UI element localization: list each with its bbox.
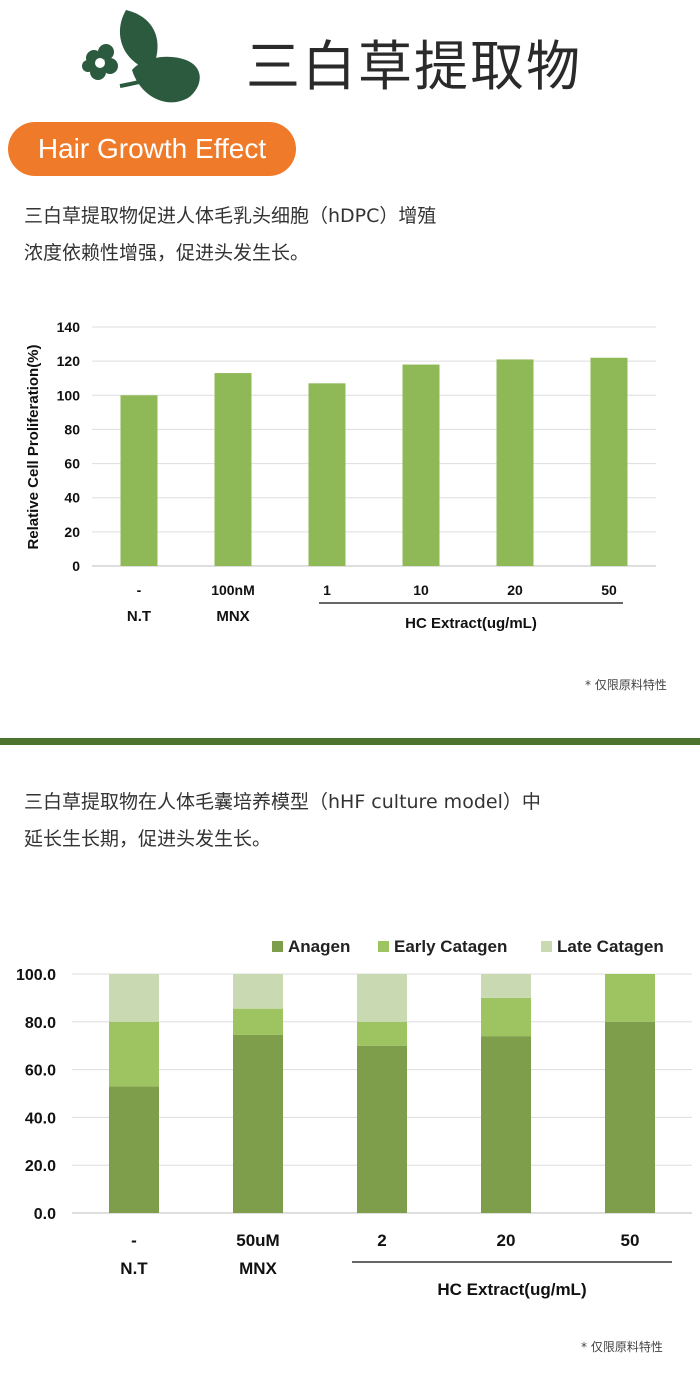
- bar-segment: [109, 1021, 159, 1087]
- legend-label: Late Catagen: [557, 937, 664, 956]
- legend-label: Anagen: [288, 937, 350, 956]
- section-divider: [0, 738, 700, 745]
- x-tick-label: 50: [601, 582, 617, 598]
- bar-segment: [233, 1034, 283, 1213]
- y-tick-label: 40: [64, 490, 80, 506]
- section1-description: 三白草提取物促进人体毛乳头细胞（hDPC）增殖 浓度依赖性增强，促进头发生长。: [24, 198, 436, 272]
- hair-growth-badge: Hair Growth Effect: [8, 122, 296, 176]
- bar-segment: [357, 974, 407, 1022]
- bar: [590, 357, 628, 566]
- group-label: HC Extract(ug/mL): [437, 1280, 586, 1299]
- bar: [308, 383, 346, 566]
- desc-line: 延长生长期，促进头发生长。: [24, 828, 272, 850]
- y-tick-label: 80: [64, 421, 80, 437]
- legend-swatch: [272, 941, 283, 952]
- y-tick-label: 0.0: [34, 1206, 56, 1223]
- desc-line: 三白草提取物在人体毛囊培养模型（hHF culture model）中: [24, 791, 541, 813]
- legend-swatch: [378, 941, 389, 952]
- x-tick-label: 10: [413, 582, 429, 598]
- bar-segment: [357, 1021, 407, 1046]
- y-tick-label: 20.0: [25, 1158, 56, 1175]
- legend-label: Early Catagen: [394, 937, 507, 956]
- bar-segment: [109, 974, 159, 1022]
- group-label: MNX: [216, 608, 249, 625]
- bar-segment: [481, 974, 531, 998]
- group-label: N.T: [120, 1259, 148, 1278]
- disclaimer-note: * 仅限原料特性: [581, 1340, 663, 1354]
- y-tick-label: 60.0: [25, 1063, 56, 1080]
- x-tick-label: -: [131, 1231, 137, 1250]
- bar-segment: [233, 1008, 283, 1035]
- group-label: HC Extract(ug/mL): [405, 615, 537, 632]
- x-tick-label: 2: [377, 1231, 386, 1250]
- leaf-flower-logo-icon: [80, 8, 210, 112]
- x-tick-label: 20: [497, 1231, 516, 1250]
- y-tick-label: 60: [64, 456, 80, 472]
- y-tick-label: 20: [64, 524, 80, 540]
- bar: [214, 373, 252, 566]
- bar-segment: [605, 974, 655, 1022]
- y-tick-label: 100.0: [16, 967, 56, 984]
- cell-proliferation-chart: 0 20 40 60 80 100 120 140 - 100nM 1 10 20 50 N.T MNX H…: [25, 319, 656, 632]
- bar-segment: [605, 1021, 655, 1213]
- x-tick-label: 50: [621, 1231, 640, 1250]
- bar-segment: [233, 974, 283, 1009]
- y-tick-label: 140: [57, 319, 81, 335]
- y-tick-label: 120: [57, 353, 81, 369]
- page-title: 三白草提取物: [246, 35, 582, 98]
- y-tick-label: 40.0: [25, 1110, 56, 1127]
- bar-segment: [481, 1036, 531, 1213]
- bar-segment: [357, 1045, 407, 1213]
- desc-line: 三白草提取物促进人体毛乳头细胞（hDPC）增殖: [24, 205, 437, 227]
- x-tick-label: -: [137, 582, 142, 598]
- bar: [120, 395, 158, 566]
- y-tick-label: 100: [57, 387, 81, 403]
- x-tick-label: 1: [323, 582, 331, 598]
- legend-swatch: [541, 941, 552, 952]
- group-label: N.T: [127, 608, 151, 625]
- y-tick-label: 80.0: [25, 1015, 56, 1032]
- x-tick-label: 50uM: [236, 1231, 279, 1250]
- hair-cycle-stacked-chart: Anagen Early Catagen Late Catagen 0.0 20.0 4…: [16, 937, 692, 1299]
- y-axis-label: Relative Cell Proliferation(%): [25, 344, 42, 549]
- bar: [402, 364, 440, 566]
- y-tick-label: 0: [72, 558, 80, 574]
- bar-segment: [109, 1086, 159, 1213]
- x-tick-label: 100nM: [211, 582, 255, 598]
- x-tick-label: 20: [507, 582, 523, 598]
- section2-description: 三白草提取物在人体毛囊培养模型（hHF culture model）中 延长生长…: [24, 784, 541, 858]
- bar-segment: [481, 997, 531, 1037]
- bar: [496, 359, 534, 566]
- disclaimer-note: * 仅限原料特性: [585, 678, 667, 692]
- group-label: MNX: [239, 1259, 277, 1278]
- desc-line: 浓度依赖性增强，促进头发生长。: [24, 242, 310, 264]
